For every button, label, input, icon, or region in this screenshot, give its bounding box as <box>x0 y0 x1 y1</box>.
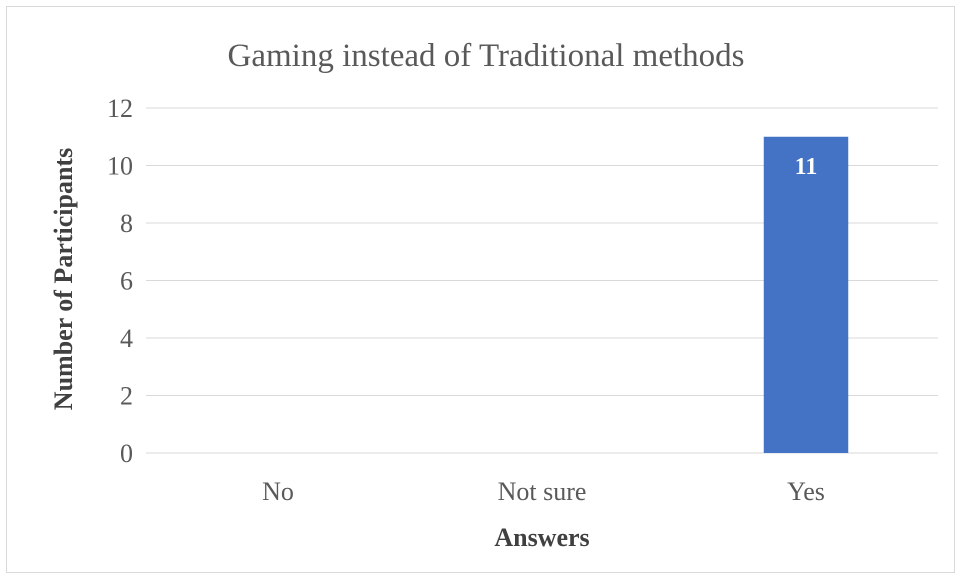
data-label: 11 <box>795 154 818 180</box>
bar <box>763 136 849 453</box>
x-tick-label: No <box>262 477 294 506</box>
y-tick-label: 2 <box>120 382 133 411</box>
y-tick-label: 12 <box>107 94 133 123</box>
y-tick-label: 10 <box>107 152 133 181</box>
y-axis-title: Number of Participants <box>49 148 78 410</box>
y-axis-ticks: 0 2 4 6 8 10 12 <box>107 94 133 468</box>
data-labels: 11 <box>795 154 818 180</box>
x-tick-label: Not sure <box>498 477 587 506</box>
x-axis-title: Answers <box>494 523 589 552</box>
x-axis-ticks: No Not sure Yes <box>262 477 825 506</box>
y-tick-label: 6 <box>120 267 133 296</box>
chart-title: Gaming instead of Traditional methods <box>228 38 745 74</box>
y-tick-label: 0 <box>120 439 133 468</box>
x-tick-label: Yes <box>787 477 825 506</box>
y-tick-label: 4 <box>120 324 133 353</box>
y-tick-label: 8 <box>120 209 133 238</box>
bars <box>763 136 849 453</box>
